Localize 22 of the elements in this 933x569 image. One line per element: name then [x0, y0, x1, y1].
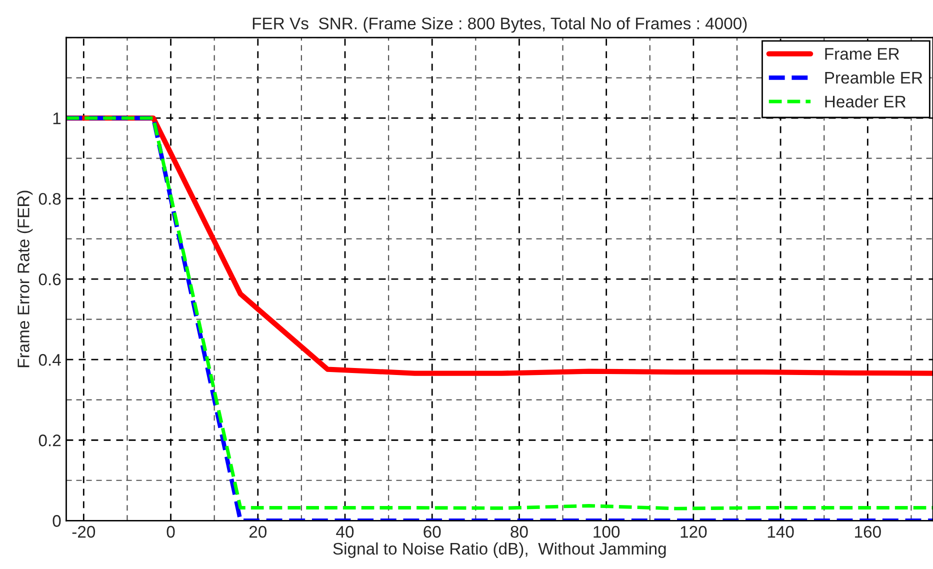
x-tick-label: 60	[424, 526, 441, 538]
y-tick-label: 1	[53, 112, 61, 124]
x-tick-label: -20	[72, 526, 96, 538]
y-axis-title: Frame Error Rate (FER)	[17, 190, 33, 368]
y-tick-label: 0	[52, 515, 61, 527]
x-axis-title: Signal to Noise Ratio (dB), Without Jamming	[333, 542, 666, 558]
y-tick-label: 0.2	[38, 434, 61, 446]
x-tick-label: 120	[680, 526, 707, 538]
legend-label: Preamble ER	[825, 71, 922, 84]
legend-label: Header ER	[825, 95, 906, 108]
x-tick-label: 100	[594, 526, 620, 538]
x-tick-label: 80	[510, 526, 528, 538]
x-tick-label: 40	[336, 526, 354, 538]
x-tick-label: 160	[855, 526, 881, 538]
y-tick-label: 0.6	[38, 273, 61, 286]
x-tick-label: 0	[166, 526, 175, 538]
x-tick-label: 140	[768, 526, 794, 538]
legend-label: Frame ER	[825, 48, 900, 60]
chart-title: FER Vs SNR. (Frame Size : 800 Bytes, Total No of Frames : 4000)	[252, 17, 747, 33]
x-tick-label: 20	[249, 526, 267, 538]
y-tick-label: 0.8	[38, 192, 61, 205]
y-tick-label: 0.4	[38, 354, 61, 366]
